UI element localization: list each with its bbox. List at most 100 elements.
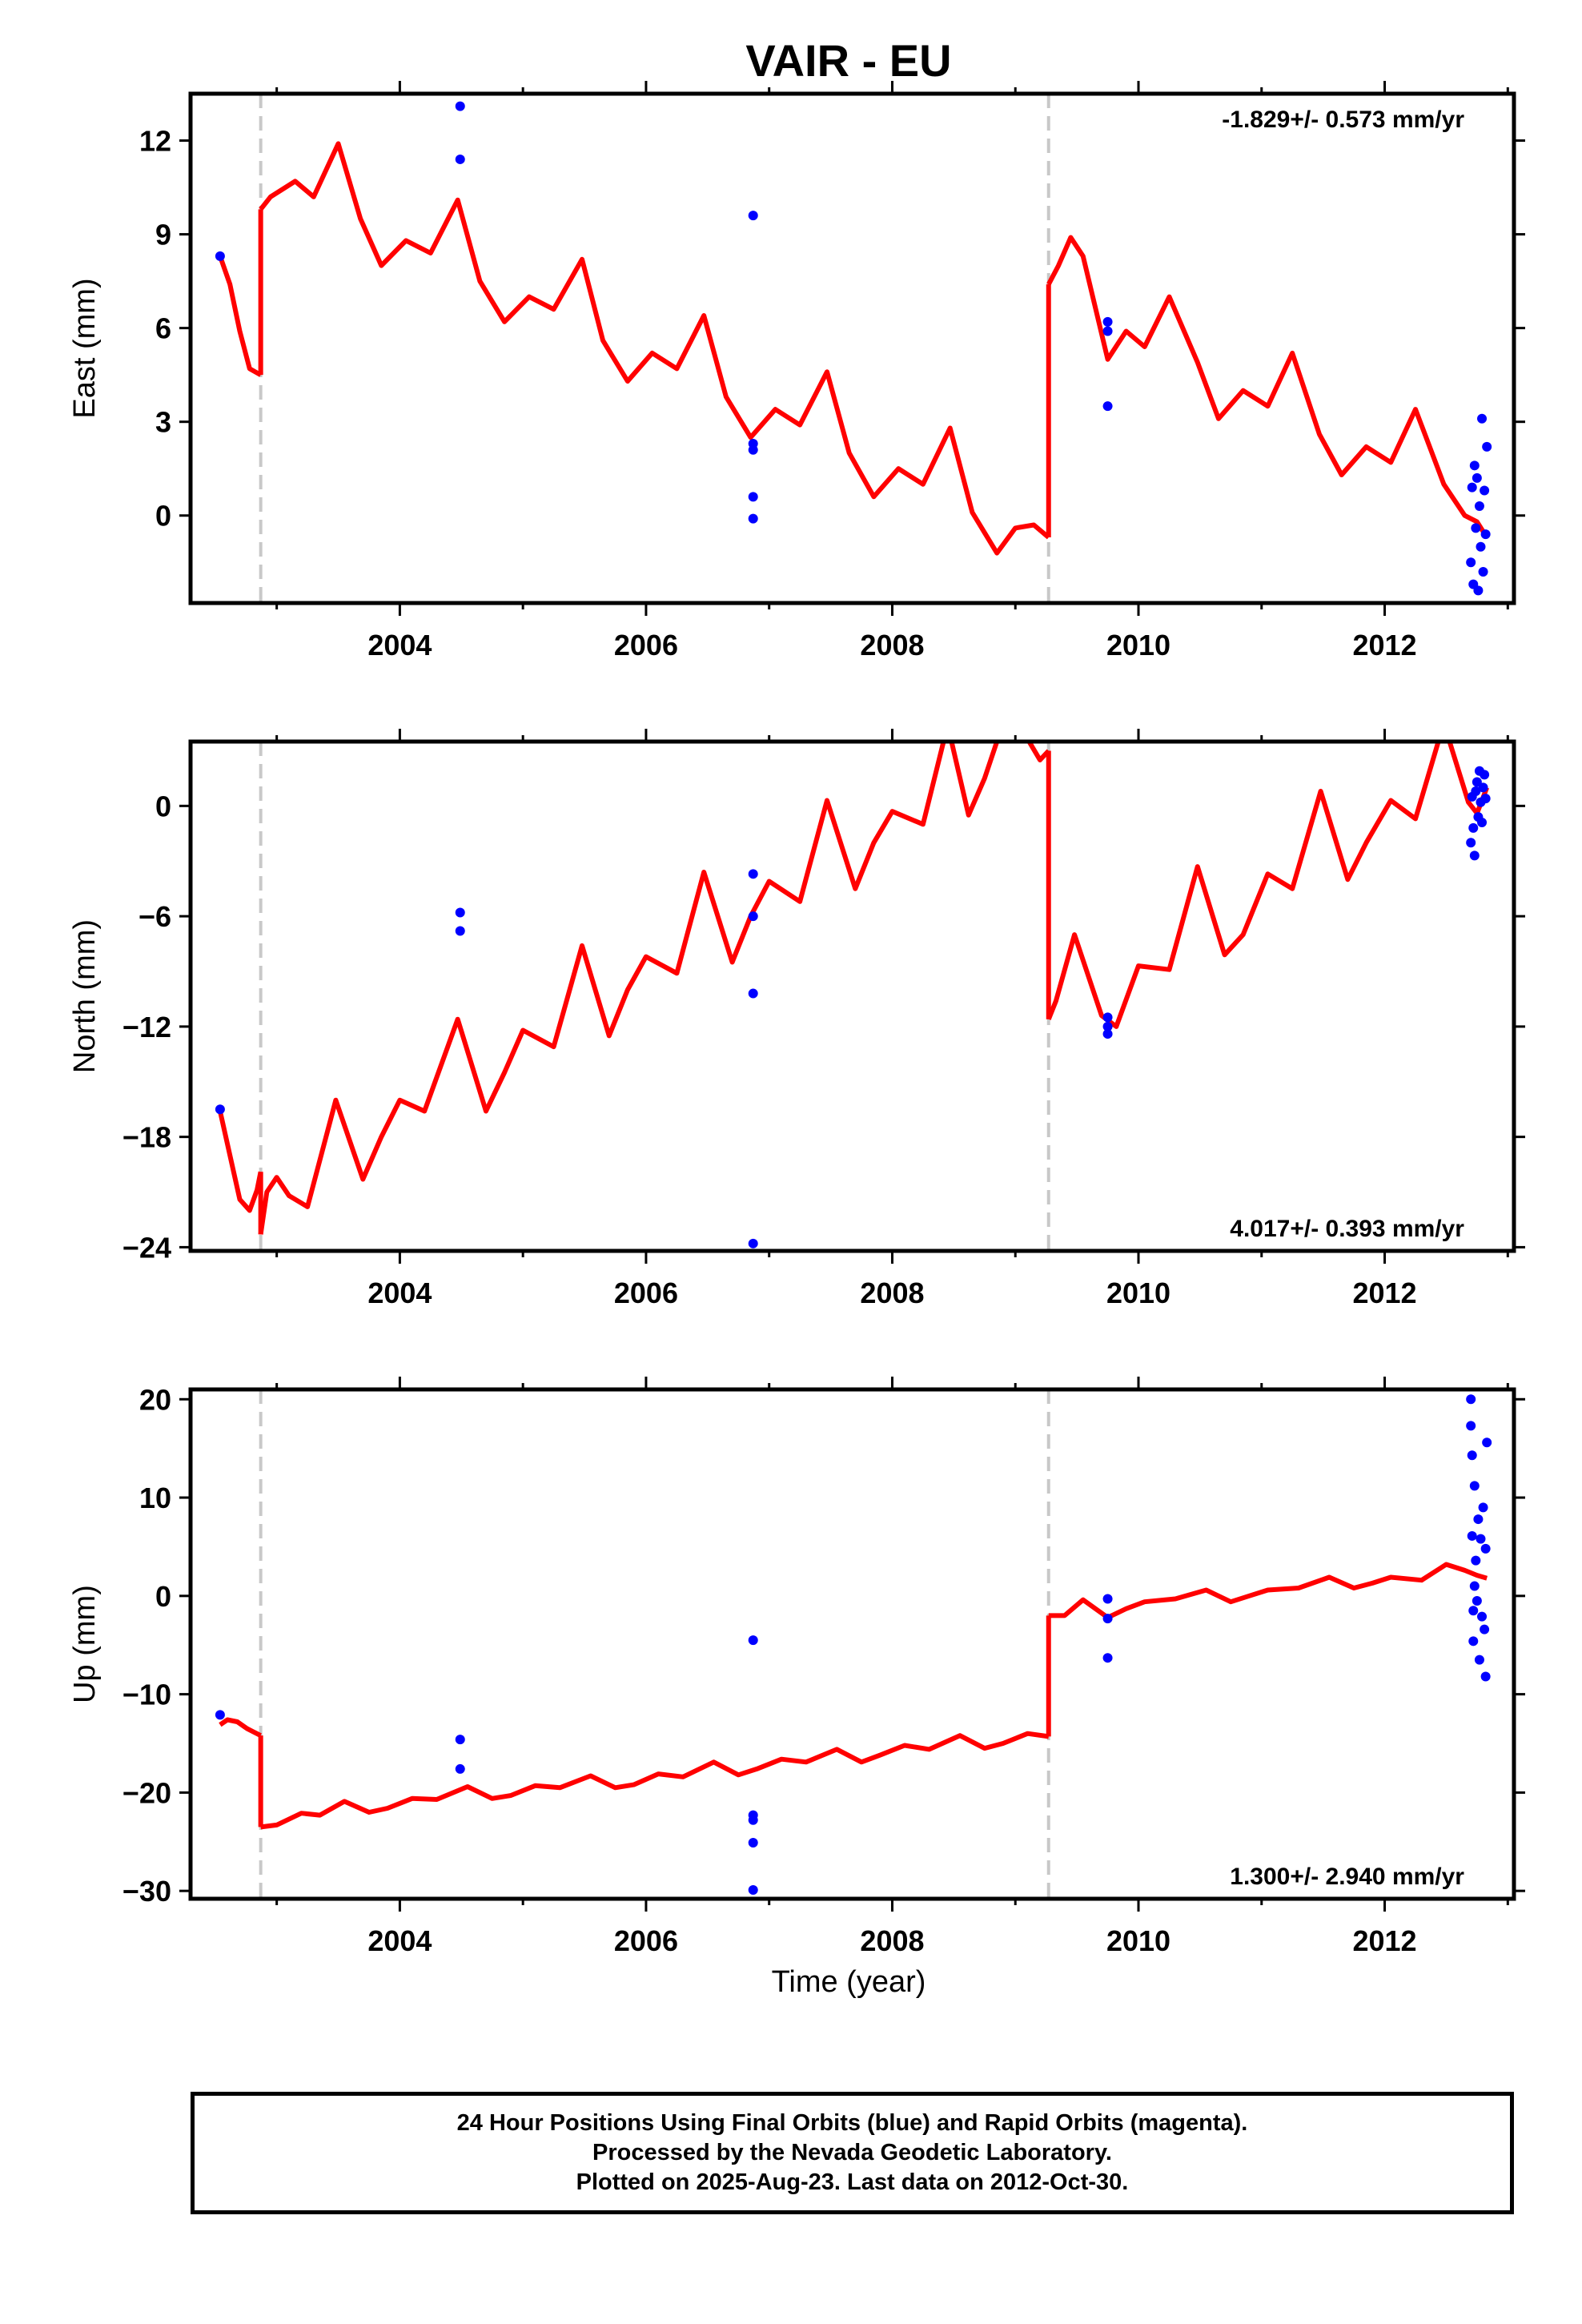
data-point (455, 1763, 465, 1774)
data-point (1469, 1581, 1480, 1591)
x-tick-label: 2008 (860, 1277, 924, 1309)
data-point (748, 1838, 758, 1848)
y-tick-label: 20 (139, 1383, 171, 1416)
data-point (748, 1884, 758, 1895)
data-point (1102, 316, 1113, 327)
model-curve-segment (260, 1731, 1050, 1830)
data-point (1466, 1394, 1476, 1405)
data-point (1480, 485, 1490, 496)
footer-line-3: Plotted on 2025-Aug-23. Last data on 201… (576, 2169, 1129, 2195)
data-point (748, 439, 758, 449)
data-point (1102, 1653, 1113, 1663)
y-axis-label: North (mm) (68, 919, 102, 1073)
y-tick-label: 12 (139, 125, 171, 158)
data-point (1472, 472, 1482, 483)
data-point (748, 492, 758, 502)
data-point (1480, 794, 1491, 804)
velocity-label: 4.017+/- 0.393 mm/yr (1230, 1216, 1464, 1242)
data-point (215, 1710, 225, 1720)
model-curve-segment (1048, 1562, 1488, 1620)
data-point (1480, 1624, 1490, 1634)
x-tick-label: 2012 (1352, 629, 1416, 661)
data-point (748, 1635, 758, 1646)
x-tick-label: 2012 (1352, 1277, 1416, 1309)
data-point (1467, 1450, 1477, 1461)
data-point (748, 513, 758, 524)
model-curve-segment (1046, 235, 1489, 539)
model-curve-segment (218, 255, 263, 377)
velocity-label: -1.829+/- 0.573 mm/yr (1222, 107, 1464, 133)
data-point (455, 907, 465, 918)
data-point (1474, 501, 1484, 512)
data-point (1102, 1029, 1113, 1039)
data-point (1472, 777, 1482, 787)
footer-box: 24 Hour Positions Using Final Orbits (bl… (191, 2092, 1514, 2214)
model-curve-segment (258, 742, 1050, 1235)
data-point (1102, 326, 1113, 336)
data-point (1478, 566, 1488, 577)
model-curve-segment (217, 1110, 263, 1213)
data-point (1480, 1543, 1491, 1554)
data-point (1467, 1530, 1477, 1541)
y-tick-label: 0 (155, 790, 171, 822)
footer-line-1: 24 Hour Positions Using Final Orbits (bl… (456, 2110, 1248, 2136)
x-tick-label: 2010 (1106, 629, 1170, 661)
x-tick-label: 2006 (614, 1277, 678, 1309)
data-point (1472, 1595, 1482, 1606)
data-point (1480, 770, 1490, 780)
data-point (748, 211, 758, 221)
plot-frame (188, 739, 1516, 1253)
x-tick-label: 2004 (367, 629, 432, 661)
y-tick-label: −30 (122, 1875, 171, 1908)
data-point (1473, 1514, 1484, 1525)
data-point (1466, 838, 1476, 848)
data-point (1478, 1502, 1488, 1513)
y-tick-label: 0 (155, 1580, 171, 1613)
data-point (1480, 1671, 1491, 1682)
data-point (1477, 818, 1488, 828)
y-axis-label: East (mm) (68, 278, 102, 418)
data-point (1468, 1636, 1479, 1647)
data-point (1471, 523, 1481, 533)
y-tick-label: −6 (139, 900, 171, 933)
data-point (1476, 1534, 1486, 1544)
data-point (1468, 1606, 1479, 1616)
y-tick-label: −20 (122, 1776, 171, 1809)
model-curve-segment (1046, 742, 1490, 1029)
data-point (1469, 850, 1480, 861)
x-tick-label: 2012 (1352, 1924, 1416, 1957)
data-point (1473, 585, 1484, 596)
data-point (455, 154, 465, 164)
data-point (1466, 1421, 1476, 1431)
y-tick-label: 10 (139, 1482, 171, 1514)
data-point (215, 1104, 225, 1115)
data-point (1469, 1481, 1480, 1491)
velocity-label: 1.300+/- 2.940 mm/yr (1230, 1864, 1464, 1890)
chart-title: VAIR - EU (745, 35, 951, 86)
data-point (1102, 1021, 1113, 1031)
data-point (455, 1735, 465, 1745)
x-tick-label: 2010 (1106, 1277, 1170, 1309)
x-tick-label: 2006 (614, 1924, 678, 1957)
data-point (1102, 1614, 1113, 1624)
data-point (1474, 1655, 1484, 1665)
data-point (748, 1238, 758, 1248)
data-point (1476, 541, 1486, 552)
y-tick-label: 0 (155, 500, 171, 533)
model-curve-segment (259, 141, 1050, 556)
x-tick-label: 2006 (614, 629, 678, 661)
data-point (748, 869, 758, 879)
data-point (1480, 529, 1491, 540)
data-point (1102, 401, 1113, 412)
east-panel: 0 3 6 9 12 2004 2006 2008 2010 2012 East (mm) -1.82… (68, 81, 1525, 661)
data-point (748, 1815, 758, 1825)
data-point (1466, 557, 1476, 568)
data-point (1467, 482, 1477, 493)
data-point (1478, 782, 1488, 793)
data-point (1482, 1437, 1492, 1448)
y-tick-label: −24 (122, 1231, 171, 1264)
x-tick-label: 2008 (860, 629, 924, 661)
data-point (215, 251, 225, 261)
data-point (748, 911, 758, 922)
